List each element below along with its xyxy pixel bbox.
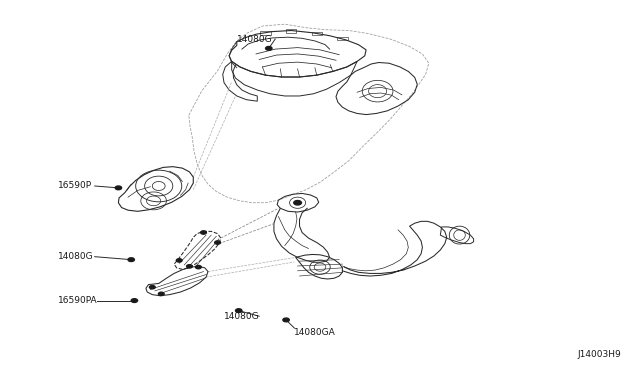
- Circle shape: [115, 186, 122, 190]
- Circle shape: [187, 265, 192, 268]
- Text: 14080GA: 14080GA: [294, 328, 336, 337]
- Circle shape: [128, 258, 134, 262]
- Circle shape: [283, 318, 289, 322]
- Circle shape: [266, 46, 272, 50]
- Circle shape: [150, 286, 155, 289]
- Circle shape: [294, 201, 301, 205]
- Text: J14003H9: J14003H9: [577, 350, 621, 359]
- Text: 16590P: 16590P: [58, 182, 92, 190]
- Circle shape: [236, 309, 242, 312]
- Circle shape: [196, 266, 201, 269]
- Text: 14080G: 14080G: [58, 252, 93, 261]
- Circle shape: [201, 231, 206, 234]
- Circle shape: [158, 292, 164, 295]
- Circle shape: [177, 259, 182, 262]
- Text: 14080G: 14080G: [237, 35, 273, 44]
- Circle shape: [215, 241, 220, 244]
- Text: 16590PA: 16590PA: [58, 296, 97, 305]
- Circle shape: [131, 299, 138, 302]
- Text: 14080G: 14080G: [224, 312, 260, 321]
